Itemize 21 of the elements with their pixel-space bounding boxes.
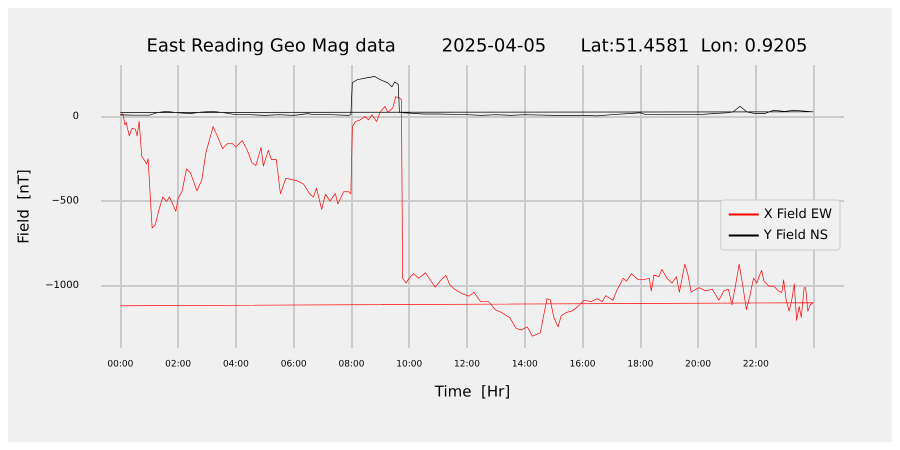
y-axis-title: Field [nT] <box>14 169 32 244</box>
x-tick-label: 08:00 <box>338 360 365 370</box>
legend-label: X Field EW <box>764 207 832 222</box>
x-tick-label: 04:00 <box>222 360 250 370</box>
x-tick-label: 10:00 <box>396 360 422 370</box>
y-tick-label: −1000 <box>45 280 79 291</box>
x-tick-label: 18:00 <box>627 360 654 370</box>
x-tick-label: 14:00 <box>512 360 538 370</box>
x-tick-label: 02:00 <box>165 360 192 370</box>
x-tick-label: 22:00 <box>742 360 770 370</box>
legend-label: Y Field NS <box>762 228 828 243</box>
line-series <box>120 76 814 116</box>
x-tick-label: 16:00 <box>570 360 596 370</box>
y-tick-label: 0 <box>72 111 79 122</box>
x-tick-label: 20:00 <box>685 360 712 370</box>
y-tick-label: −500 <box>52 196 79 207</box>
chart-title: East Reading Geo Mag data 2025-04-05 Lat:51.4581 Lon: 0.9205 <box>146 36 808 56</box>
x-tick-label: 12:00 <box>454 360 480 370</box>
x-tick-label: 00:00 <box>107 360 134 370</box>
x-tick-label: 06:00 <box>280 360 307 370</box>
x-axis-title: Time [Hr] <box>434 382 510 400</box>
